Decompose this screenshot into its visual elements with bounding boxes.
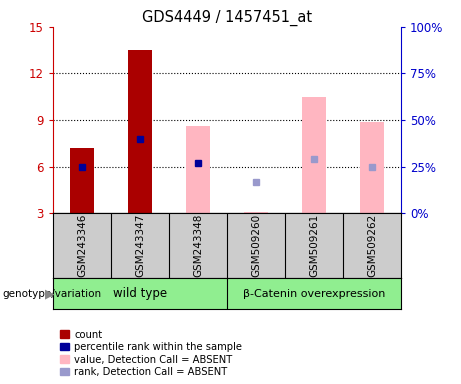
Text: GSM509260: GSM509260 bbox=[251, 214, 261, 277]
Legend: count, percentile rank within the sample, value, Detection Call = ABSENT, rank, : count, percentile rank within the sample… bbox=[58, 328, 244, 379]
Title: GDS4449 / 1457451_at: GDS4449 / 1457451_at bbox=[142, 9, 312, 25]
Text: ▶: ▶ bbox=[45, 287, 54, 300]
Bar bbox=[361, 122, 384, 213]
Text: GSM509261: GSM509261 bbox=[309, 214, 319, 277]
Text: β-Catenin overexpression: β-Catenin overexpression bbox=[243, 289, 385, 299]
Bar bbox=[71, 148, 94, 213]
Text: GSM243348: GSM243348 bbox=[193, 214, 203, 278]
Text: GSM243347: GSM243347 bbox=[135, 214, 145, 278]
Text: wild type: wild type bbox=[113, 287, 167, 300]
Text: GSM243346: GSM243346 bbox=[77, 214, 87, 278]
Bar bbox=[129, 50, 152, 213]
Text: genotype/variation: genotype/variation bbox=[2, 289, 101, 299]
Bar bbox=[302, 97, 325, 213]
Text: GSM509262: GSM509262 bbox=[367, 214, 377, 277]
Bar bbox=[186, 126, 210, 213]
Bar bbox=[244, 212, 268, 213]
